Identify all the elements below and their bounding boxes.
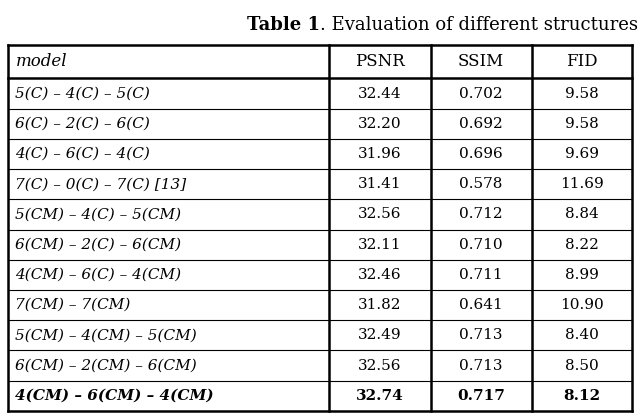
Text: 9.58: 9.58 <box>565 87 599 100</box>
Text: 5(CM) – 4(C) – 5(CM): 5(CM) – 4(C) – 5(CM) <box>15 207 182 221</box>
Text: 7(CM) – 7(CM): 7(CM) – 7(CM) <box>15 298 131 312</box>
Text: model: model <box>15 53 67 70</box>
Text: 32.49: 32.49 <box>358 328 402 342</box>
Text: 4(CM) – 6(CM) – 4(CM): 4(CM) – 6(CM) – 4(CM) <box>15 389 214 403</box>
Text: 7(C) – 0(C) – 7(C) [13]: 7(C) – 0(C) – 7(C) [13] <box>15 177 187 191</box>
Text: 6(CM) – 2(C) – 6(CM): 6(CM) – 2(C) – 6(CM) <box>15 238 182 252</box>
Text: FID: FID <box>566 53 598 70</box>
Text: 32.11: 32.11 <box>358 238 402 252</box>
Text: 0.702: 0.702 <box>460 87 503 100</box>
Text: 6(CM) – 2(CM) – 6(CM): 6(CM) – 2(CM) – 6(CM) <box>15 358 197 373</box>
Text: 0.641: 0.641 <box>460 298 503 312</box>
Text: 5(C) – 4(C) – 5(C): 5(C) – 4(C) – 5(C) <box>15 87 150 100</box>
Text: 32.56: 32.56 <box>358 207 402 221</box>
Text: 0.696: 0.696 <box>460 147 503 161</box>
Text: 0.578: 0.578 <box>460 177 503 191</box>
Text: 0.713: 0.713 <box>460 328 503 342</box>
Text: 0.692: 0.692 <box>460 117 503 131</box>
Text: 31.96: 31.96 <box>358 147 402 161</box>
Text: 8.99: 8.99 <box>565 268 599 282</box>
Text: 0.711: 0.711 <box>460 268 503 282</box>
Text: 32.74: 32.74 <box>356 389 404 403</box>
Text: 4(CM) – 6(C) – 4(CM): 4(CM) – 6(C) – 4(CM) <box>15 268 182 282</box>
Text: 9.69: 9.69 <box>565 147 599 161</box>
Text: 31.41: 31.41 <box>358 177 402 191</box>
Text: PSNR: PSNR <box>355 53 405 70</box>
Text: 32.46: 32.46 <box>358 268 402 282</box>
Text: 8.40: 8.40 <box>565 328 599 342</box>
Text: 10.90: 10.90 <box>560 298 604 312</box>
Text: Table 1: Table 1 <box>247 16 320 34</box>
Text: 0.713: 0.713 <box>460 358 503 373</box>
Text: 0.710: 0.710 <box>460 238 503 252</box>
Text: 8.84: 8.84 <box>565 207 599 221</box>
Text: 0.717: 0.717 <box>457 389 505 403</box>
Text: 6(C) – 2(C) – 6(C): 6(C) – 2(C) – 6(C) <box>15 117 150 131</box>
Text: 8.12: 8.12 <box>563 389 600 403</box>
Text: SSIM: SSIM <box>458 53 504 70</box>
Text: 8.22: 8.22 <box>565 238 599 252</box>
Text: 9.58: 9.58 <box>565 117 599 131</box>
Text: 31.82: 31.82 <box>358 298 402 312</box>
Text: 32.44: 32.44 <box>358 87 402 100</box>
Text: 0.712: 0.712 <box>460 207 503 221</box>
Text: 32.20: 32.20 <box>358 117 402 131</box>
Text: 8.50: 8.50 <box>565 358 599 373</box>
Text: 4(C) – 6(C) – 4(C): 4(C) – 6(C) – 4(C) <box>15 147 150 161</box>
Text: . Evaluation of different structures: . Evaluation of different structures <box>320 16 638 34</box>
Text: 11.69: 11.69 <box>560 177 604 191</box>
Text: 5(CM) – 4(CM) – 5(CM): 5(CM) – 4(CM) – 5(CM) <box>15 328 197 342</box>
Text: 32.56: 32.56 <box>358 358 402 373</box>
